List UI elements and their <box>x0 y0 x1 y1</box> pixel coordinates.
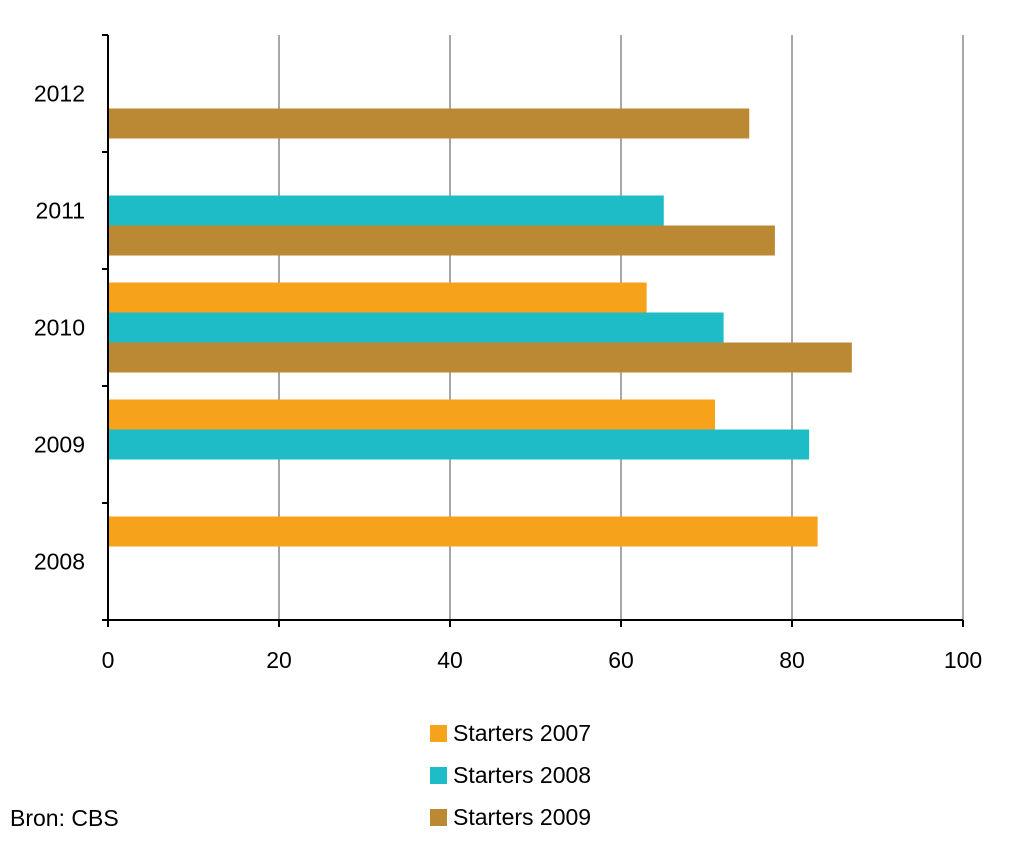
x-tick-label-80: 80 <box>779 647 805 673</box>
legend-item-starters-2009: Starters 2009 <box>430 796 591 838</box>
x-tick-label-20: 20 <box>266 647 292 673</box>
bar-starters-2009-2010 <box>109 342 852 373</box>
x-tick-label-100: 100 <box>944 647 982 673</box>
axes <box>102 34 964 627</box>
x-tick-label-40: 40 <box>437 647 463 673</box>
x-tick-label-60: 60 <box>608 647 634 673</box>
legend-swatch <box>430 724 447 742</box>
bar-starters-2009-2012 <box>109 108 750 139</box>
source-note: Bron: CBS <box>10 805 119 831</box>
bar-starters-2009-2011 <box>109 225 775 256</box>
y-tick-label-2008: 2008 <box>34 549 85 575</box>
legend-item-starters-2007: Starters 2007 <box>430 712 591 754</box>
x-tick-label-0: 0 <box>102 647 115 673</box>
bar-starters-2008-2009 <box>109 429 810 460</box>
y-tick-label-2012: 2012 <box>34 81 85 107</box>
y-tick-label-2010: 2010 <box>34 315 85 341</box>
bars <box>109 108 852 547</box>
bar-starters-2007-2009 <box>109 399 716 430</box>
legend-label: Starters 2007 <box>453 719 592 746</box>
y-tick-label-2011: 2011 <box>36 198 85 224</box>
legend-label: Starters 2008 <box>453 761 592 788</box>
bar-starters-2008-2011 <box>109 195 664 226</box>
bar-starters-2007-2010 <box>109 282 647 313</box>
y-axis-tick-labels: 2008 2009 2010 2011 2012 <box>34 81 85 575</box>
legend-swatch <box>430 808 447 826</box>
bar-starters-2008-2010 <box>109 312 724 343</box>
y-tick-label-2009: 2009 <box>34 432 85 458</box>
legend-item-starters-2008: Starters 2008 <box>430 754 591 796</box>
bar-starters-2007-2008 <box>109 516 818 547</box>
x-axis-tick-labels: 0 20 40 60 80 100 <box>102 647 983 673</box>
legend-label: Starters 2009 <box>453 803 592 830</box>
legend: Starters 2007 Starters 2008 Starters 200… <box>430 712 591 838</box>
legend-swatch <box>430 766 447 784</box>
